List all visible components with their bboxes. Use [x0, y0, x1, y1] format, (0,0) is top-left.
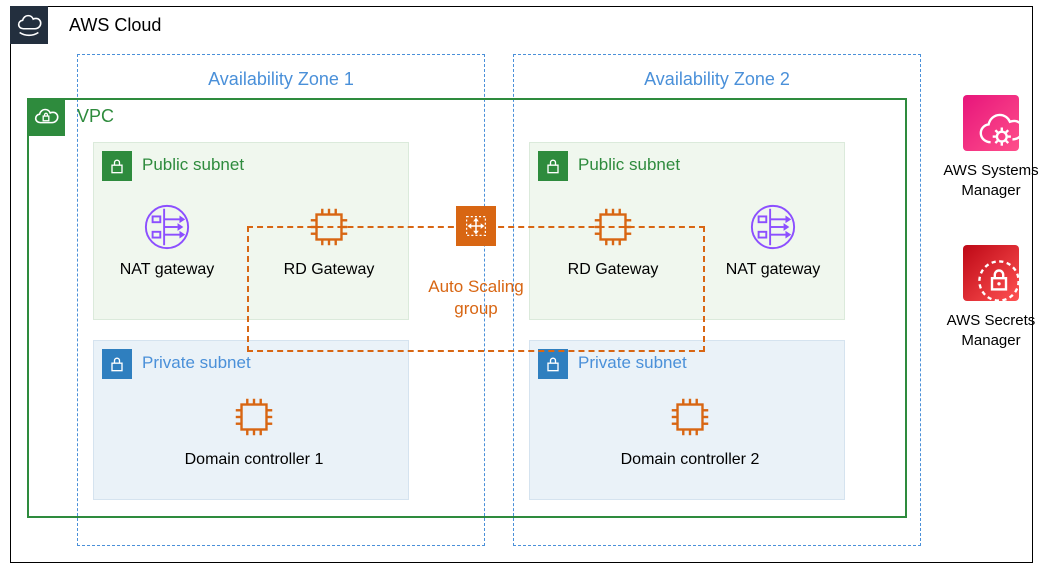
lock-icon [102, 151, 132, 181]
domain-controller-1: Domain controller 1 [174, 393, 334, 469]
aws-cloud-box: AWS Cloud Availability Zone 1 Availabili… [10, 6, 1033, 563]
private-subnet-az2-title: Private subnet [578, 353, 687, 373]
chip-icon [230, 393, 278, 441]
aws-cloud-icon [10, 6, 48, 44]
systems-manager-icon [963, 95, 1019, 151]
aws-cloud-title: AWS Cloud [69, 15, 161, 36]
auto-scaling-label: Auto Scaling group [411, 276, 541, 320]
availability-zone-1-title: Availability Zone 1 [78, 69, 484, 90]
systems-manager-label: AWS Systems Manager [935, 161, 1043, 200]
domain-controller-2-label: Domain controller 2 [610, 451, 770, 469]
lock-icon [538, 349, 568, 379]
nat-gateway-label: NAT gateway [708, 261, 838, 279]
nat-gateway-icon [143, 203, 191, 251]
availability-zone-2-title: Availability Zone 2 [514, 69, 920, 90]
secrets-manager-label: AWS Secrets Manager [935, 311, 1043, 350]
domain-controller-1-label: Domain controller 1 [174, 451, 334, 469]
nat-gateway-icon [749, 203, 797, 251]
vpc-icon [27, 98, 65, 136]
aws-systems-manager: AWS Systems Manager [935, 95, 1043, 200]
lock-icon [102, 349, 132, 379]
vpc-box: VPC Public subnet NAT gateway RD Gateway… [27, 98, 907, 518]
public-subnet-az1-title: Public subnet [142, 155, 244, 175]
nat-gateway-az1: NAT gateway [102, 203, 232, 279]
public-subnet-az2-title: Public subnet [578, 155, 680, 175]
private-subnet-az1-title: Private subnet [142, 353, 251, 373]
chip-icon [666, 393, 714, 441]
private-subnet-az1: Private subnet Domain controller 1 [93, 340, 409, 500]
private-subnet-az2: Private subnet Domain controller 2 [529, 340, 845, 500]
aws-secrets-manager: AWS Secrets Manager [935, 245, 1043, 350]
domain-controller-2: Domain controller 2 [610, 393, 770, 469]
nat-gateway-label: NAT gateway [102, 261, 232, 279]
nat-gateway-az2: NAT gateway [708, 203, 838, 279]
vpc-title: VPC [77, 106, 114, 127]
secrets-manager-icon [963, 245, 1019, 301]
auto-scaling-icon [456, 206, 496, 246]
auto-scaling-group: Auto Scaling group [247, 226, 705, 352]
lock-icon [538, 151, 568, 181]
